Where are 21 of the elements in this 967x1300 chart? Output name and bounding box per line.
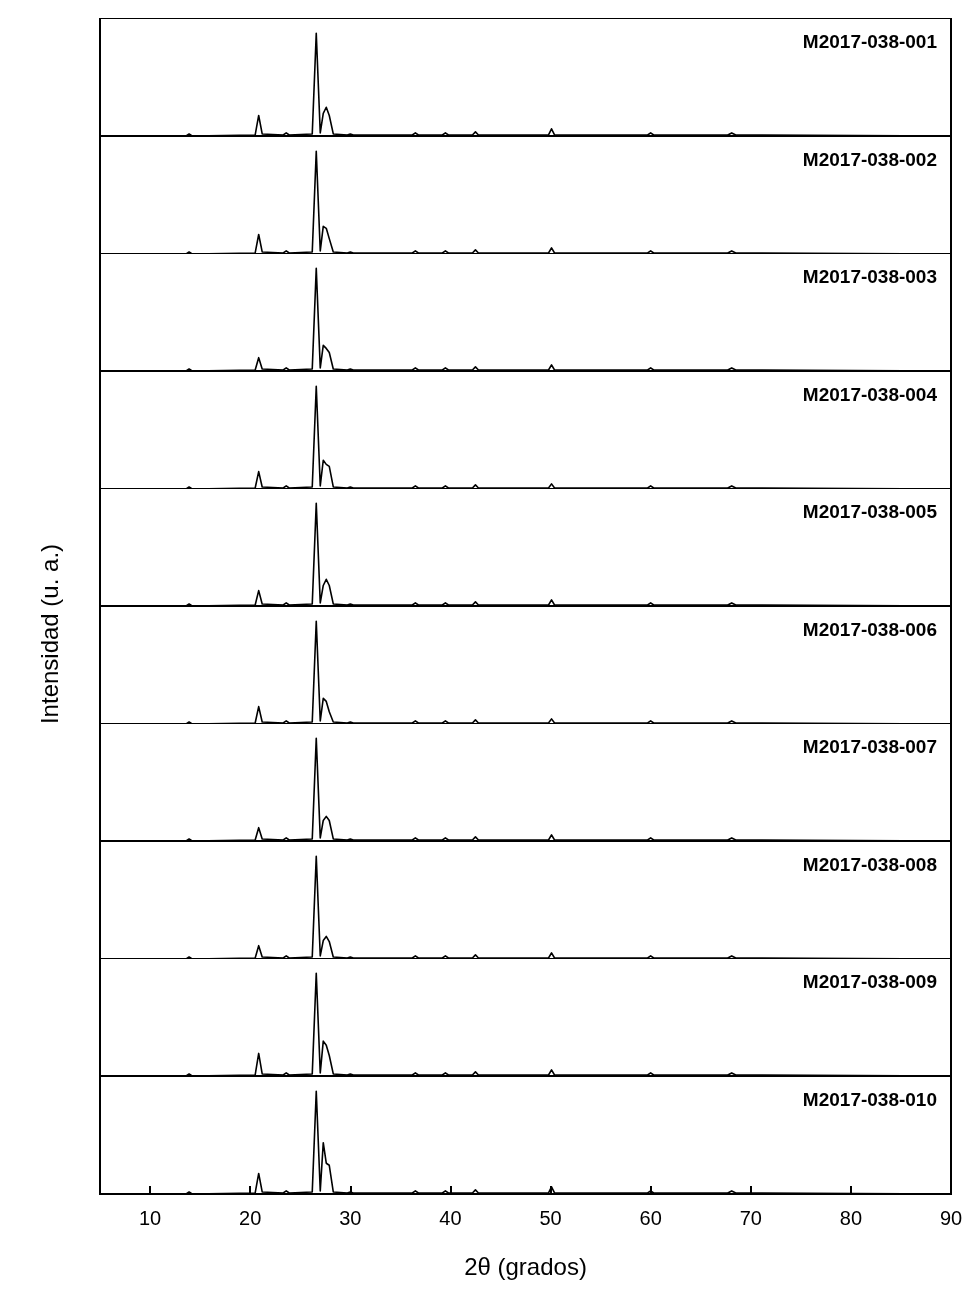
annotation: M2017-038-005 [802,501,938,522]
annotation: M2017-038-007 [802,736,938,757]
x-tick-label: 30 [339,1206,362,1229]
annotation: M2017-038-010 [802,1088,938,1110]
x-tick-label: 80 [839,1206,863,1229]
annotation: M2017-038-006 [802,618,938,640]
annotation: M2017-038-009 [802,971,938,992]
x-tick-label: 50 [539,1206,562,1229]
annotation: M2017-038-003 [802,266,938,287]
annotation: M2017-038-002 [802,148,938,170]
y-axis-title: Intensidad (u. a.) [36,543,64,724]
x-tick-label: 40 [439,1206,462,1229]
annotation: M2017-038-008 [802,853,938,875]
x-tick-label: 20 [239,1206,262,1229]
annotation: M2017-038-001 [802,31,938,52]
x-tick-label: 70 [739,1206,762,1229]
annotation: M2017-038-004 [802,383,938,405]
x-tick-label: 10 [138,1206,162,1229]
x-tick-label: 60 [639,1206,662,1229]
x-axis-title: 2θ (grados) [464,1252,587,1279]
x-tick-label: 90 [939,1206,963,1229]
